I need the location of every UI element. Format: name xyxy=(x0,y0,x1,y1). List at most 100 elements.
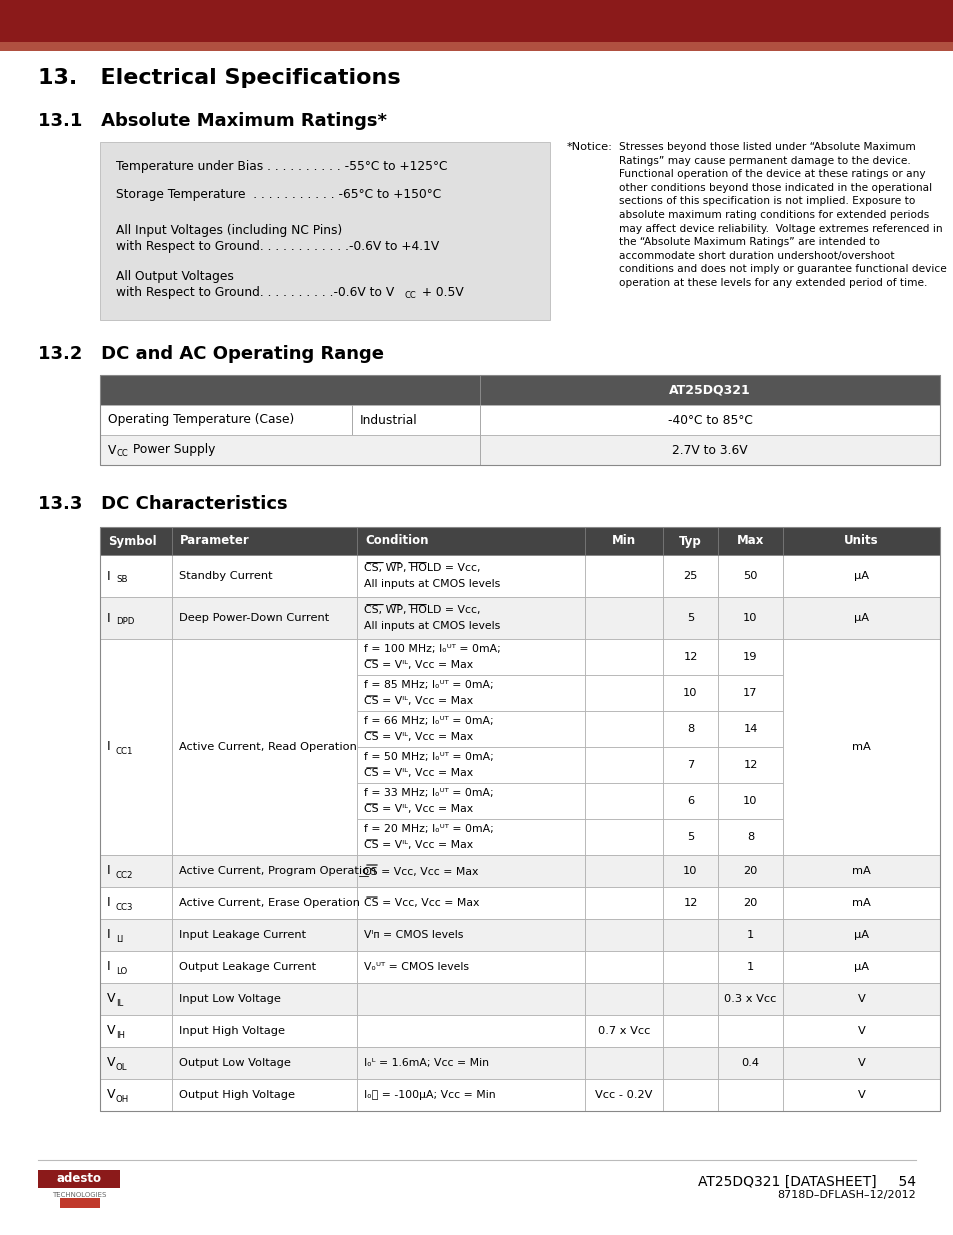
Text: 7: 7 xyxy=(686,760,694,769)
Bar xyxy=(584,711,662,747)
Bar xyxy=(718,1015,782,1047)
Text: DPD: DPD xyxy=(116,618,134,626)
Bar xyxy=(172,1047,356,1079)
Bar xyxy=(584,1015,662,1047)
Bar xyxy=(172,1015,356,1047)
Bar xyxy=(100,1015,172,1047)
Text: LO: LO xyxy=(116,967,127,976)
Text: CS = Vᴄᴄ, Vᴄᴄ = Max: CS = Vᴄᴄ, Vᴄᴄ = Max xyxy=(364,898,478,908)
Text: I: I xyxy=(107,864,111,878)
Bar xyxy=(782,555,939,597)
Bar xyxy=(60,1198,100,1208)
Text: 0.4: 0.4 xyxy=(740,1058,759,1068)
Bar xyxy=(100,375,939,405)
Text: 1: 1 xyxy=(746,930,753,940)
Text: Power Supply: Power Supply xyxy=(129,443,215,457)
Bar xyxy=(100,1079,172,1112)
Text: 8718D–DFLASH–12/2012: 8718D–DFLASH–12/2012 xyxy=(777,1191,915,1200)
Text: 25: 25 xyxy=(682,571,697,580)
Text: CS = Vᴵᴸ, Vᴄᴄ = Max: CS = Vᴵᴸ, Vᴄᴄ = Max xyxy=(364,695,473,706)
Bar xyxy=(584,676,662,711)
Bar xyxy=(100,783,172,819)
Bar xyxy=(584,887,662,919)
Text: Input High Voltage: Input High Voltage xyxy=(179,1026,285,1036)
Bar xyxy=(662,711,718,747)
Bar xyxy=(782,638,939,676)
Text: TECHNOLOGIES: TECHNOLOGIES xyxy=(51,1192,106,1198)
Text: 0.3 x Vᴄᴄ: 0.3 x Vᴄᴄ xyxy=(723,994,776,1004)
Bar xyxy=(100,855,172,887)
Bar xyxy=(100,919,172,951)
Bar xyxy=(718,527,782,555)
Text: ͟CS = Vᴄᴄ, Vᴄᴄ = Max: ͟CS = Vᴄᴄ, Vᴄᴄ = Max xyxy=(364,866,478,876)
Text: Symbol: Symbol xyxy=(108,535,156,547)
Text: Min: Min xyxy=(611,535,636,547)
Text: CC3: CC3 xyxy=(116,903,133,911)
Text: V: V xyxy=(107,1025,115,1037)
Text: 12: 12 xyxy=(682,898,697,908)
Bar xyxy=(782,711,939,747)
Text: f = 33 MHz; Iₒᵁᵀ = 0mA;: f = 33 MHz; Iₒᵁᵀ = 0mA; xyxy=(364,788,493,798)
Text: Storage Temperature  . . . . . . . . . . . -65°C to +150°C: Storage Temperature . . . . . . . . . . … xyxy=(116,188,441,201)
Bar xyxy=(100,887,172,919)
Bar xyxy=(172,1079,356,1112)
Text: All inputs at CMOS levels: All inputs at CMOS levels xyxy=(364,621,499,631)
Bar xyxy=(48,1198,108,1210)
Bar xyxy=(100,527,939,555)
Text: 14: 14 xyxy=(742,724,757,734)
Bar xyxy=(662,855,718,887)
Bar xyxy=(662,1015,718,1047)
Text: CS = Vᴵᴸ, Vᴄᴄ = Max: CS = Vᴵᴸ, Vᴄᴄ = Max xyxy=(364,732,473,742)
Bar xyxy=(584,855,662,887)
Text: 19: 19 xyxy=(742,652,757,662)
Text: f = 85 MHz; Iₒᵁᵀ = 0mA;: f = 85 MHz; Iₒᵁᵀ = 0mA; xyxy=(364,680,493,690)
Text: adesto: adesto xyxy=(56,1172,101,1186)
Bar xyxy=(782,919,939,951)
Text: All inputs at CMOS levels: All inputs at CMOS levels xyxy=(364,579,499,589)
Text: 8: 8 xyxy=(746,832,753,842)
Bar xyxy=(0,0,953,42)
Text: 6: 6 xyxy=(686,797,694,806)
Text: I: I xyxy=(107,611,111,625)
Bar xyxy=(782,783,939,819)
Text: Parameter: Parameter xyxy=(180,535,250,547)
Text: f = 66 MHz; Iₒᵁᵀ = 0mA;: f = 66 MHz; Iₒᵁᵀ = 0mA; xyxy=(364,716,493,726)
Bar xyxy=(718,819,782,855)
Bar xyxy=(584,819,662,855)
Text: -40°C to 85°C: -40°C to 85°C xyxy=(667,414,752,426)
Bar xyxy=(100,819,172,855)
Text: 5: 5 xyxy=(686,613,694,622)
Text: f = 20 MHz; Iₒᵁᵀ = 0mA;: f = 20 MHz; Iₒᵁᵀ = 0mA; xyxy=(364,824,494,834)
Text: CS = Vᴵᴸ, Vᴄᴄ = Max: CS = Vᴵᴸ, Vᴄᴄ = Max xyxy=(364,804,473,814)
Text: Vᴄᴄ - 0.2V: Vᴄᴄ - 0.2V xyxy=(595,1091,652,1100)
Bar xyxy=(662,676,718,711)
Bar xyxy=(718,1079,782,1112)
Text: I: I xyxy=(107,569,111,583)
Bar xyxy=(356,676,584,711)
Text: Active Current, Erase Operation: Active Current, Erase Operation xyxy=(179,898,359,908)
Bar xyxy=(718,887,782,919)
Bar xyxy=(584,919,662,951)
Text: mA: mA xyxy=(851,866,870,876)
Text: 13.3   DC Characteristics: 13.3 DC Characteristics xyxy=(38,495,287,513)
Bar xyxy=(782,951,939,983)
Bar xyxy=(662,1079,718,1112)
Bar xyxy=(172,638,356,676)
Bar xyxy=(718,747,782,783)
Text: Iₒ၈ = -100μA; Vᴄᴄ = Min: Iₒ၈ = -100μA; Vᴄᴄ = Min xyxy=(364,1091,496,1100)
Bar xyxy=(584,951,662,983)
Text: Vᴵᴨ = CMOS levels: Vᴵᴨ = CMOS levels xyxy=(364,930,463,940)
Text: CC: CC xyxy=(117,448,129,457)
Bar xyxy=(100,638,172,855)
Text: Output Leakage Current: Output Leakage Current xyxy=(179,962,315,972)
Bar xyxy=(356,951,584,983)
Bar xyxy=(718,855,782,887)
Bar xyxy=(100,711,172,747)
Bar xyxy=(782,1047,939,1079)
Text: 17: 17 xyxy=(742,688,757,698)
Text: Condition: Condition xyxy=(365,535,428,547)
Bar xyxy=(782,983,939,1015)
Text: with Respect to Ground. . . . . . . . . .-0.6V to V: with Respect to Ground. . . . . . . . . … xyxy=(116,287,394,299)
Bar xyxy=(100,747,172,783)
Bar xyxy=(662,555,718,597)
